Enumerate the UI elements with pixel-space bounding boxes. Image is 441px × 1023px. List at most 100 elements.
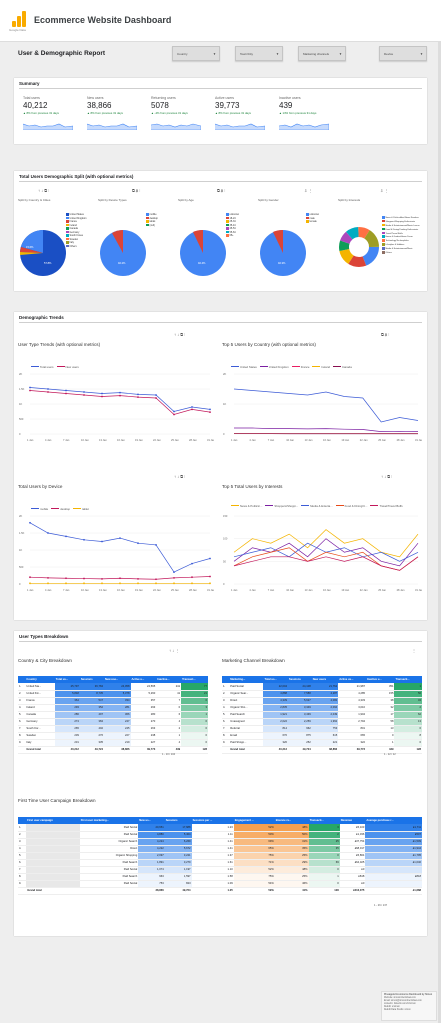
table-row[interactable]: 9. Paid Social 753 823 1.09 54% 46% 0 £0 (18, 880, 422, 888)
table-row[interactable]: 1. United Sta... 25,797 36,784 24,058 24,565 2… (18, 683, 208, 691)
table-cell: 1,962 (311, 718, 339, 726)
chart-toolbar[interactable]: ⧉ ⇩ ⋮ (132, 188, 141, 193)
data-point (47, 582, 49, 585)
table-cell: 65% (233, 845, 275, 853)
chart-toolbar[interactable]: ↑ ↓ ⋮ (169, 648, 180, 653)
table-row[interactable]: 2. Paid Social 4,880 5,404 1.11 50% 50% 2 £1,036… (18, 831, 422, 839)
chart-toolbar[interactable]: ↑ ↓ ⧉ ⋮ (38, 188, 50, 193)
table-row[interactable]: 7. Paid Social 1,074 1,197 1.10 52% 48% 0 £0 (18, 866, 422, 874)
column-header[interactable]: Sessions (164, 817, 192, 824)
table-row[interactable]: 5. Paid Search 1,921 3,439 2,049 1,904 17 62 (222, 711, 422, 719)
column-header[interactable]: Transacti... (308, 817, 340, 824)
table-pager[interactable]: 1 - 26 / 137 (374, 904, 388, 907)
column-header[interactable]: Inactive u... (365, 676, 395, 683)
chart-toolbar[interactable]: ↑ ↓ ⧉ ⋮ (174, 474, 186, 479)
chart-legend: mobile desktop tablet (28, 507, 89, 511)
filter-town-city[interactable]: Town/City ▼ (235, 46, 283, 61)
table-pager[interactable]: 1 - 12 / 12 (384, 753, 396, 756)
chart-toolbar[interactable]: ⧉ ⇩ ⋮ (381, 332, 390, 337)
column-header[interactable]: Engagement ... (233, 817, 275, 824)
table-cell: £1,711 (365, 824, 422, 832)
column-header[interactable]: First user marketing... (79, 817, 139, 824)
column-header[interactable]: New use... (104, 676, 131, 683)
table-row[interactable]: 7. Referral 814 962 753 801 13 0 (222, 725, 422, 733)
column-header[interactable]: Transacti... (394, 676, 422, 683)
table-row[interactable]: 8. Paid Search 963 1,597 1.58 75% 25% 1 £818 £818 (18, 873, 422, 881)
table-row[interactable]: 5. Canada 286 497 366 280 6 1 (18, 711, 208, 719)
column-header[interactable]: New us... (138, 817, 165, 824)
campaign-table[interactable]: First user campaign First user marketing.… (18, 817, 422, 895)
table-row[interactable]: 4. Ireland 293 352 281 293 0 3 (18, 704, 208, 712)
column-header[interactable]: Sessions (288, 676, 312, 683)
table-row[interactable]: 3. France 364 547 334 357 7 0 (18, 697, 208, 705)
grand-total-cell (79, 886, 139, 895)
filter-marketing-channels[interactable]: Marketing channels ▼ (298, 46, 346, 61)
table-cell: Unassigned (229, 718, 264, 726)
column-header[interactable]: Total us... (54, 676, 80, 683)
chart-toolbar[interactable]: ⇩ ⋮ (380, 188, 389, 193)
data-point (191, 582, 193, 585)
column-header[interactable]: First user campaign (26, 817, 80, 824)
table-row[interactable]: 8. Email 670 875 615 665 0 8 (222, 732, 422, 740)
column-header[interactable] (18, 676, 26, 683)
chart-toolbar[interactable]: ↑ ↓ ⧉ ⋮ (381, 474, 393, 479)
filter-device[interactable]: Device ▼ (379, 46, 427, 61)
table-row[interactable]: 1. Paid Social 22,004 24,108 21,762 21,987 351… (222, 683, 422, 691)
column-header[interactable]: Active u... (130, 676, 157, 683)
table-cell: 4. (18, 845, 27, 853)
table-cell: 334 (104, 697, 131, 705)
table-cell: 7. (18, 866, 27, 874)
svg-text:92.4%: 92.4% (198, 261, 206, 265)
series-line (29, 390, 211, 415)
table-row[interactable]: 9. Paid Shopp... 320 252 221 322 1 0 (222, 739, 422, 747)
table-cell: 1. (18, 683, 26, 691)
table-row[interactable]: 8. Sweden 239 276 227 238 1 0 (18, 732, 208, 740)
table-row[interactable]: 2. United Kin... 5,848 8,735 5,378 5,260 41 21 (18, 690, 208, 698)
column-header[interactable]: Sessions (79, 676, 105, 683)
table-cell: 281 (104, 704, 131, 712)
table-row[interactable]: 9. Italy 231 335 219 227 4 0 (18, 739, 208, 747)
column-header[interactable]: Country (25, 676, 55, 683)
data-point (47, 391, 49, 393)
chart-toolbar[interactable]: ⇩ ⋮ (304, 188, 313, 193)
table-row[interactable]: 4. Direct 4,222 5,672 1.41 65% 35% 35 £68,017 £1,… (18, 845, 422, 853)
chart-toolbar[interactable]: ↑ ↓ ⧉ ⋮ (174, 332, 186, 337)
x-tick-label: 10 Jan (81, 588, 89, 592)
column-header[interactable]: Marketing... (229, 676, 264, 683)
table-cell: Organic Shopping (79, 852, 139, 860)
table-row[interactable]: 2. Organic Sear... 4,888 7,588 4,287 4,285 155… (222, 690, 422, 698)
column-header[interactable]: Average purchase r... (365, 817, 422, 824)
table-cell: £68,017 (339, 845, 366, 853)
table-row[interactable]: 6. Germany 274 384 247 270 4 0 (18, 718, 208, 726)
table-cell: 5,672 (164, 845, 192, 853)
column-header[interactable]: New users (311, 676, 339, 683)
column-header[interactable]: Revenue (339, 817, 366, 824)
table-cell (26, 824, 80, 832)
table-cell (26, 838, 80, 846)
column-header[interactable]: Total us... (263, 676, 289, 683)
column-header[interactable]: Inactive... (156, 676, 182, 683)
chart-toolbar[interactable]: ⋮ (412, 648, 416, 653)
table-row[interactable]: 3. Organic Search 4,224 6,269 1.41 69% 31% 25 £3… (18, 838, 422, 846)
column-header[interactable]: Bounce ra... (274, 817, 309, 824)
country-table[interactable]: Country Total us... Sessions New use... Acti… (18, 676, 208, 754)
table-row[interactable]: 4. Organic Sho... 2,835 3,349 2,094 3,010 32 2 (222, 704, 422, 712)
scrollbar[interactable] (438, 42, 441, 1023)
column-header[interactable]: Active us... (338, 676, 366, 683)
column-header[interactable]: Transact... (181, 676, 208, 683)
table-row[interactable]: 5. Organic Shopping 2,097 3,221 1.37 75% 25% 0 £… (18, 852, 422, 860)
column-header[interactable]: Sessions per ... (191, 817, 234, 824)
table-row[interactable]: 6. Paid Search 1,891 3,279 1.61 71% 29% 69 £64,0… (18, 859, 422, 867)
filter-country[interactable]: Country ▼ (172, 46, 220, 61)
table-cell: 21,987 (338, 683, 366, 691)
table-row[interactable]: 3. Direct 4,339 5,627 4,082 4,333 38 34 (222, 697, 422, 705)
table-pager[interactable]: 1 - 10 / 104 (162, 753, 176, 756)
chart-toolbar[interactable]: ⧉ ⇩ ⋮ (217, 188, 226, 193)
column-header[interactable] (222, 676, 230, 683)
column-header[interactable] (18, 817, 27, 824)
kpi-total-users: Total users 40,212 ▲ 8% from previous 31 d… (23, 96, 81, 136)
table-row[interactable]: 6. Unassigned 2,022 2,259 1,962 2,794 58 13 (222, 718, 422, 726)
table-row[interactable]: 1. Paid Social 20,651 17,688 1.23 52% 48% 3 £5,1… (18, 824, 422, 832)
table-row[interactable]: 7. South Kor... 265 402 245 263 2 0 (18, 725, 208, 733)
channel-table[interactable]: Marketing... Total us... Sessions New users… (222, 676, 422, 754)
